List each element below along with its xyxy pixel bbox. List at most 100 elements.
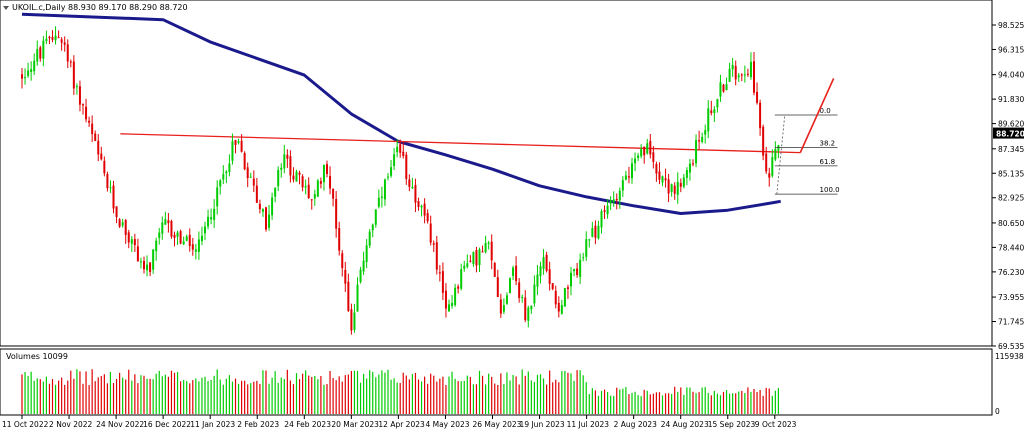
fib-trend-dashed [776, 114, 786, 195]
candle-body [716, 99, 719, 108]
candle-body [109, 187, 112, 189]
candle-body [429, 223, 432, 243]
time-tick-label: 2 Nov 2022 [49, 420, 92, 429]
candle-body [158, 232, 161, 238]
fibonacci-retracement: 0.0 38.2 61.8 100.0 [774, 107, 840, 195]
time-tick-label: 15 Sep 2023 [708, 420, 756, 429]
candle-body [426, 213, 429, 222]
candle-body [295, 171, 298, 182]
candle-body [200, 235, 203, 242]
candle-body [670, 184, 673, 192]
candle-body [478, 249, 481, 266]
candle-body [603, 210, 606, 212]
candle-body [701, 136, 704, 142]
candle-body [268, 214, 271, 228]
candle-body [463, 265, 466, 269]
candle-body [420, 205, 423, 208]
candle-body [173, 234, 176, 238]
candle-body [274, 187, 277, 197]
candle-body [118, 219, 121, 227]
candle-body [457, 286, 460, 289]
candle-body [338, 228, 341, 251]
fib-level-label: 0.0 [820, 107, 831, 115]
candle-body [353, 312, 356, 330]
candle-body [417, 201, 420, 207]
candle-body [423, 203, 426, 216]
candle-body [399, 144, 402, 153]
current-price-label: 88.720 [996, 130, 1024, 139]
candle-body [618, 190, 621, 201]
price-tick-label: 98.525 [998, 21, 1024, 30]
candle-body [33, 60, 36, 72]
candle-body [112, 185, 115, 209]
price-tick-label: 69.535 [998, 342, 1024, 351]
candle-body [585, 239, 588, 257]
candle-body [566, 287, 569, 289]
candle-body [66, 44, 69, 62]
candle-body [176, 232, 179, 237]
symbol-header: UKOIL.c,Daily 88.930 89.170 88.290 88.72… [3, 3, 188, 12]
candle-body [631, 163, 633, 179]
candle-body [615, 198, 618, 201]
candle-body [505, 295, 508, 304]
candle-body [69, 61, 72, 63]
volume-tick-label: 0 [995, 407, 1000, 416]
time-tick-label: 24 Aug 2023 [661, 420, 709, 429]
candle-body [219, 180, 222, 187]
candle-body [30, 69, 33, 73]
candle-body [106, 174, 109, 189]
candle-body [499, 299, 502, 314]
candle-body [271, 197, 274, 216]
price-tick-label: 82.925 [998, 194, 1024, 203]
price-tick-label: 94.040 [998, 71, 1024, 80]
candle-body [152, 249, 155, 270]
candle-body [771, 157, 774, 176]
candle-body [609, 200, 612, 204]
candle-body [713, 109, 716, 113]
candle-body [646, 143, 649, 154]
price-axis: 98.525 96.315 94.040 91.830 89.620 87.345 85.1… [992, 21, 1024, 351]
candle-body [124, 220, 127, 236]
candle-body [737, 75, 740, 78]
candle-body [252, 178, 255, 186]
candle-body [210, 217, 213, 220]
trendline-layer [120, 133, 801, 154]
fib-level-label: 100.0 [820, 186, 840, 194]
candle-body [161, 222, 164, 234]
candle-body [444, 290, 447, 309]
candle-body [542, 257, 545, 269]
candle-body [48, 36, 51, 39]
candle-body [594, 225, 597, 238]
candle-body [576, 268, 579, 275]
candle-body [411, 187, 414, 189]
candle-body [588, 239, 591, 241]
candle-body [286, 154, 289, 159]
candle-body [454, 287, 457, 306]
candle-body [179, 231, 182, 244]
candle-body [438, 272, 441, 274]
candle-body [356, 284, 359, 312]
candle-body [170, 220, 173, 237]
time-tick-label: 16 Dec 2022 [143, 420, 191, 429]
candle-body [255, 185, 258, 203]
time-tick-label: 9 Oct 2023 [755, 420, 797, 429]
candle-body [380, 196, 383, 198]
time-tick-label: 11 Jul 2023 [567, 420, 610, 429]
price-tick-label: 91.830 [998, 95, 1024, 104]
volume-label: Volumes 10099 [6, 352, 68, 361]
dropdown-triangle-icon[interactable] [3, 6, 9, 10]
candle-body [765, 153, 768, 172]
candles [21, 26, 780, 335]
projection-arrow [799, 78, 835, 153]
candle-body [39, 47, 42, 59]
time-tick-label: 2 Aug 2023 [614, 420, 657, 429]
candle-body [643, 146, 646, 156]
price-tick-label: 80.650 [998, 219, 1024, 228]
candle-body [667, 179, 670, 194]
candle-body [97, 140, 100, 155]
candle-body [722, 84, 725, 92]
candle-body [658, 171, 661, 180]
candle-body [606, 205, 609, 215]
candle-body [753, 61, 755, 93]
candle-body [167, 220, 170, 224]
